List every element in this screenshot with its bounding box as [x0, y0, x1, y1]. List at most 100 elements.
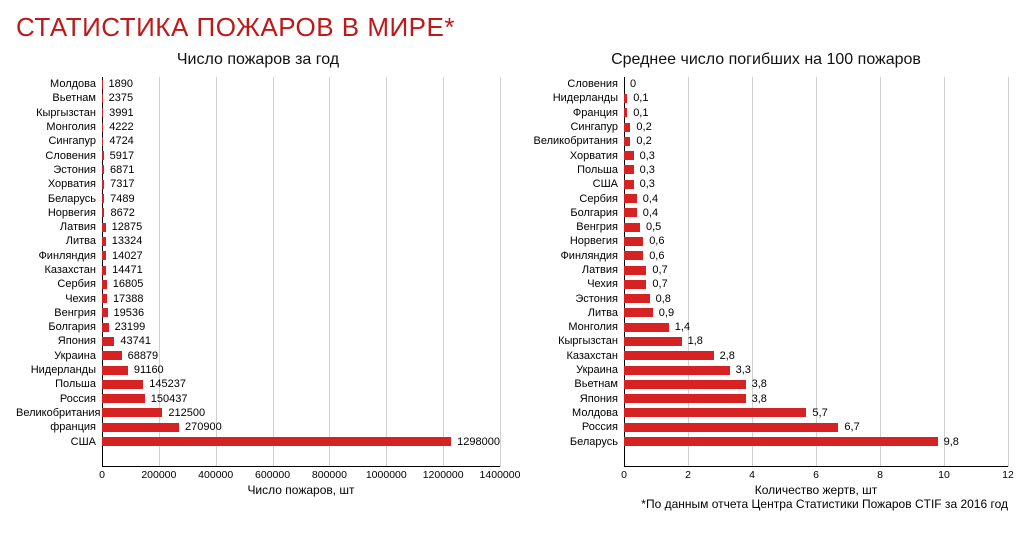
bar: [624, 108, 627, 117]
value-label: 0,3: [640, 150, 655, 162]
bar: [102, 266, 106, 275]
category-label: Нидерланды: [16, 364, 102, 376]
category-label: Великобритания: [524, 135, 624, 147]
category-label: Чехия: [16, 293, 102, 305]
value-label: 23199: [115, 321, 146, 333]
value-label: 0,2: [636, 121, 651, 133]
left-x-title: Число пожаров, шт: [102, 483, 500, 497]
x-tick-label: 4: [749, 469, 755, 481]
left-plot: МолдоваВьетнамКыргызстанМонголияСингапур…: [16, 77, 500, 467]
category-label: Хорватия: [524, 150, 624, 162]
x-tick-label: 12: [1002, 469, 1014, 481]
category-label: Норвегия: [16, 207, 102, 219]
category-label: Япония: [16, 335, 102, 347]
x-tick-label: 200000: [141, 469, 176, 481]
category-label: Чехия: [524, 278, 624, 290]
bar: [102, 194, 104, 203]
bar: [102, 94, 103, 103]
value-label: 4222: [109, 121, 133, 133]
x-tick-label: 1200000: [423, 469, 464, 481]
page-title: СТАТИСТИКА ПОЖАРОВ В МИРЕ*: [16, 12, 1008, 43]
category-label: Россия: [16, 393, 102, 405]
value-label: 0: [630, 78, 636, 90]
category-label: Венгрия: [524, 221, 624, 233]
bar: [102, 337, 114, 346]
value-label: 5,7: [812, 407, 827, 419]
bar: [624, 223, 640, 232]
value-label: 6,7: [844, 421, 859, 433]
value-label: 68879: [128, 350, 159, 362]
value-label: 0,6: [649, 235, 664, 247]
left-chart-title: Число пожаров за год: [16, 51, 500, 69]
value-label: 0,1: [633, 92, 648, 104]
category-label: Сингапур: [16, 135, 102, 147]
value-label: 1298000: [457, 436, 500, 448]
x-tick-label: 8: [877, 469, 883, 481]
bar: [102, 323, 109, 332]
category-label: Казахстан: [524, 350, 624, 362]
category-label: Беларусь: [524, 436, 624, 448]
value-label: 3,8: [752, 393, 767, 405]
bar: [624, 251, 643, 260]
value-label: 3991: [109, 107, 133, 119]
x-tick-label: 6: [813, 469, 819, 481]
x-tick-label: 1000000: [366, 469, 407, 481]
category-label: Финляндия: [524, 250, 624, 262]
category-label: Беларусь: [16, 193, 102, 205]
category-label: Хорватия: [16, 178, 102, 190]
value-label: 270900: [185, 421, 222, 433]
value-label: 0,4: [643, 207, 658, 219]
category-label: Эстония: [16, 164, 102, 176]
left-bars: 1890237539914222472459176871731774898672…: [102, 77, 500, 467]
value-label: 0,4: [643, 193, 658, 205]
bar: [102, 408, 162, 417]
bar: [102, 308, 108, 317]
bar: [102, 351, 122, 360]
bar: [102, 137, 103, 146]
value-label: 2,8: [720, 350, 735, 362]
category-label: Болгария: [16, 321, 102, 333]
bar: [102, 80, 103, 89]
bar: [102, 208, 104, 217]
bar: [624, 151, 634, 160]
category-label: Вьетнам: [16, 92, 102, 104]
category-label: Нидерланды: [524, 92, 624, 104]
value-label: 1890: [109, 78, 133, 90]
category-label: США: [16, 436, 102, 448]
value-label: 5917: [110, 150, 134, 162]
value-label: 0,9: [659, 307, 674, 319]
bar: [624, 194, 637, 203]
value-label: 3,8: [752, 378, 767, 390]
value-label: 145237: [149, 378, 186, 390]
value-label: 8672: [110, 207, 134, 219]
right-x-title: Количество жертв, шт: [624, 483, 1008, 497]
category-label: Норвегия: [524, 235, 624, 247]
bar: [102, 237, 106, 246]
value-label: 9,8: [944, 436, 959, 448]
x-tick-label: 600000: [255, 469, 290, 481]
bar: [624, 266, 646, 275]
category-label: Эстония: [524, 293, 624, 305]
category-label: Латвия: [16, 221, 102, 233]
category-label: Венгрия: [16, 307, 102, 319]
bar: [624, 423, 838, 432]
category-label: Украина: [524, 364, 624, 376]
value-label: 7489: [110, 193, 134, 205]
value-label: 0,7: [652, 278, 667, 290]
bar: [102, 423, 179, 432]
x-tick-label: 1400000: [480, 469, 521, 481]
bar: [102, 366, 128, 375]
category-label: Болгария: [524, 207, 624, 219]
category-label: Литва: [524, 307, 624, 319]
category-label: Молдова: [16, 78, 102, 90]
category-label: Вьетнам: [524, 378, 624, 390]
category-label: Словения: [524, 78, 624, 90]
right-bars: 00,10,10,20,20,30,30,30,40,40,50,60,60,7…: [624, 77, 1008, 467]
category-label: Финляндия: [16, 250, 102, 262]
value-label: 43741: [120, 335, 151, 347]
x-tick-label: 10: [938, 469, 950, 481]
bar: [624, 208, 637, 217]
bar: [624, 337, 682, 346]
category-label: Польша: [16, 378, 102, 390]
bar: [102, 108, 103, 117]
